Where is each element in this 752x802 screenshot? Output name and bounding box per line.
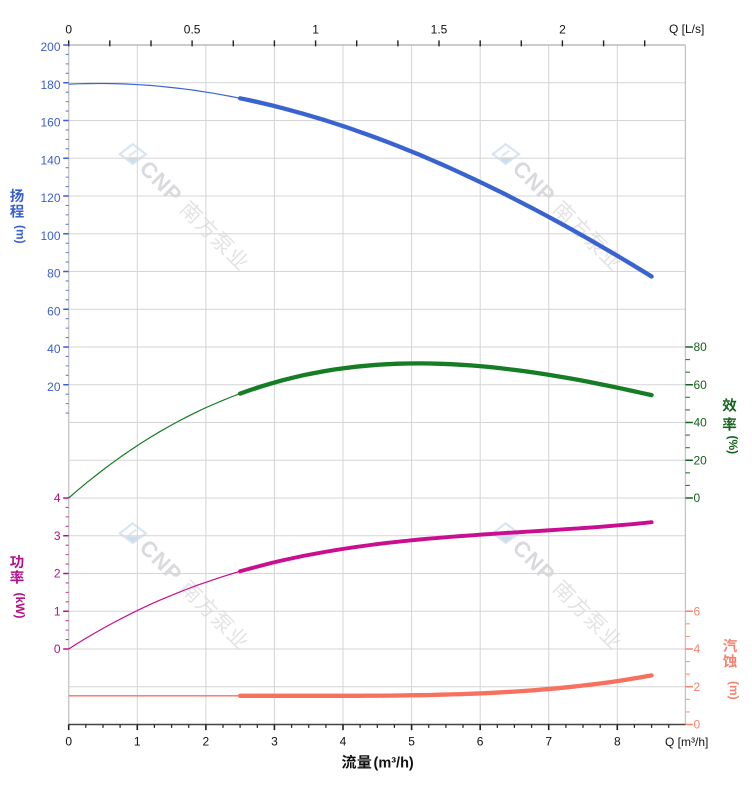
svg-text:2: 2 — [559, 23, 566, 37]
svg-text:3: 3 — [271, 735, 278, 749]
svg-text:4: 4 — [694, 642, 701, 656]
svg-text:140: 140 — [40, 153, 60, 167]
svg-text:0: 0 — [65, 23, 72, 37]
svg-text:Q [m³/h]: Q [m³/h] — [665, 735, 708, 749]
svg-text:200: 200 — [40, 40, 60, 54]
svg-text:(m): (m) — [14, 225, 28, 244]
svg-text:0: 0 — [54, 642, 61, 656]
svg-text:4: 4 — [54, 491, 61, 505]
svg-text:7: 7 — [545, 735, 552, 749]
svg-text:2: 2 — [694, 680, 701, 694]
svg-text:120: 120 — [40, 191, 60, 205]
svg-text:80: 80 — [694, 340, 708, 354]
svg-text:1: 1 — [134, 735, 141, 749]
svg-text:0: 0 — [694, 718, 701, 732]
svg-text:Q [L/s]: Q [L/s] — [669, 22, 704, 36]
svg-text:(m³/h): (m³/h) — [374, 756, 414, 772]
svg-text:0: 0 — [694, 491, 701, 505]
svg-text:20: 20 — [47, 380, 61, 394]
svg-text:5: 5 — [408, 735, 415, 749]
svg-text:6: 6 — [477, 735, 484, 749]
svg-text:1: 1 — [54, 605, 61, 619]
svg-text:3: 3 — [54, 529, 61, 543]
svg-text:2: 2 — [54, 567, 61, 581]
svg-text:(m): (m) — [727, 681, 741, 700]
svg-text:(%): (%) — [726, 436, 740, 455]
svg-text:80: 80 — [47, 267, 61, 281]
svg-text:6: 6 — [694, 605, 701, 619]
svg-text:20: 20 — [694, 453, 708, 467]
svg-text:1: 1 — [312, 23, 319, 37]
svg-text:100: 100 — [40, 229, 60, 243]
svg-text:40: 40 — [694, 416, 708, 430]
svg-text:160: 160 — [40, 116, 60, 130]
svg-text:0.5: 0.5 — [184, 23, 201, 37]
svg-text:(kW): (kW) — [13, 593, 27, 619]
svg-text:2: 2 — [203, 735, 210, 749]
svg-text:8: 8 — [614, 735, 621, 749]
svg-text:60: 60 — [47, 304, 61, 318]
svg-text:40: 40 — [47, 342, 61, 356]
svg-text:0: 0 — [65, 735, 72, 749]
svg-text:4: 4 — [340, 735, 347, 749]
svg-text:180: 180 — [40, 78, 60, 92]
svg-text:60: 60 — [694, 378, 708, 392]
svg-text:1.5: 1.5 — [431, 23, 448, 37]
